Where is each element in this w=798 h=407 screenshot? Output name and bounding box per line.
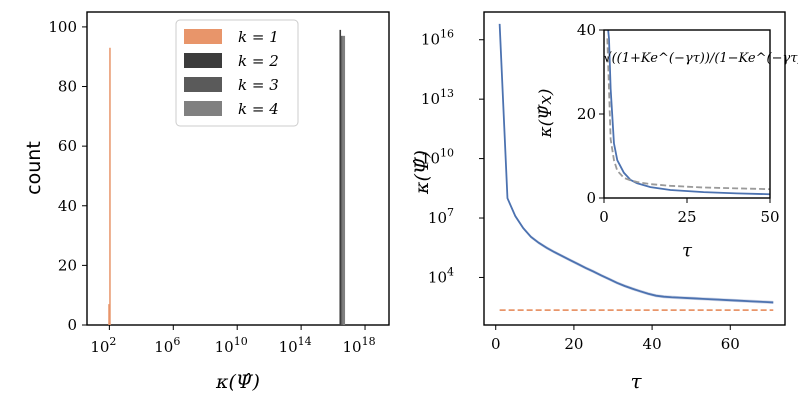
main-y-tick-label-2: 1010 bbox=[421, 147, 454, 168]
hist-bar-k1-0 bbox=[108, 304, 110, 325]
hist-x-tick-label-2: 1010 bbox=[215, 335, 248, 356]
hist-x-tick-label-1-base: 10 bbox=[154, 338, 173, 356]
hist-x-tick-label-4-exp: 18 bbox=[362, 335, 376, 348]
hist-x-tick-label-0-exp: 2 bbox=[109, 335, 116, 348]
main-y-tick-label-3-base: 10 bbox=[421, 90, 440, 108]
legend-label-k2: k = 2 bbox=[238, 52, 279, 70]
main-y-tick-label-4-exp: 16 bbox=[440, 28, 454, 41]
hist-y-tick-label-3: 60 bbox=[58, 137, 77, 155]
legend-box bbox=[175, 19, 299, 127]
hist-x-tick-label-3: 1014 bbox=[279, 335, 312, 356]
main-y-tick-label-4: 1016 bbox=[421, 28, 454, 49]
hist-x-tick-label-0-base: 10 bbox=[90, 338, 109, 356]
legend-swatch-k1 bbox=[184, 29, 222, 44]
inset-x-axis-label: τ bbox=[682, 240, 693, 261]
hist-y-tick-label-2: 40 bbox=[58, 197, 77, 215]
inset-background bbox=[604, 30, 770, 198]
histogram-frame bbox=[86, 11, 390, 326]
condition-number-frame bbox=[483, 11, 786, 326]
inset-y-ticks: 0 20 40 bbox=[577, 21, 604, 207]
condition-number-x-axis-label: τ bbox=[630, 369, 642, 393]
condition-number-y-axis-label: κ(Ψ̂) bbox=[411, 150, 433, 195]
inset-x-tick-label-1: 25 bbox=[677, 208, 696, 226]
histogram-legend: k = 1 k = 2 k = 3 k = 4 bbox=[175, 19, 299, 127]
inset-plot bbox=[606, 30, 770, 196]
main-x-tick-label-1: 20 bbox=[564, 335, 583, 353]
hist-x-tick-label-4: 1018 bbox=[342, 335, 375, 356]
legend-swatch-k3 bbox=[184, 77, 222, 92]
main-y-tick-label-1: 107 bbox=[428, 206, 454, 227]
inset-y-tick-label-0: 0 bbox=[586, 189, 596, 207]
histogram-x-axis-label: κ(Ψ̂) bbox=[215, 371, 260, 393]
inset-x-tick-label-2: 50 bbox=[760, 208, 779, 226]
inset-y-axis-label: κ(Ψ̂x) bbox=[536, 89, 556, 139]
hist-x-tick-label-4-base: 10 bbox=[342, 338, 361, 356]
main-y-tick-label-0-base: 10 bbox=[428, 268, 447, 286]
main-y-tick-label-2-base: 10 bbox=[421, 150, 440, 168]
hist-y-tick-label-5: 100 bbox=[48, 18, 77, 36]
hist-x-tick-label-2-base: 10 bbox=[215, 338, 234, 356]
main-y-tick-label-3: 1013 bbox=[421, 87, 454, 108]
main-y-tick-label-1-base: 10 bbox=[428, 209, 447, 227]
legend-label-k3: k = 3 bbox=[238, 76, 279, 94]
hist-y-tick-label-4: 80 bbox=[58, 78, 77, 96]
hist-x-tick-label-2-exp: 10 bbox=[234, 335, 248, 348]
hist-x-tick-label-1: 106 bbox=[154, 335, 180, 356]
hist-bar-k2-0 bbox=[339, 29, 342, 326]
main-x-tick-label-0: 0 bbox=[491, 335, 501, 353]
hist-bar-k4-0 bbox=[342, 35, 346, 325]
inset-chart: 0 25 50 0 20 40 τ κ(Ψ̂x) √((1+Ke^(−γτ))/(1−K… bbox=[536, 21, 798, 261]
legend-label-k1: k = 1 bbox=[238, 28, 279, 46]
inset-series-1 bbox=[606, 38, 770, 191]
inset-y-tick-label-2: 40 bbox=[577, 21, 596, 39]
hist-x-tick-label-3-base: 10 bbox=[279, 338, 298, 356]
main-y-tick-label-4-base: 10 bbox=[421, 31, 440, 49]
hist-x-tick-label-1-exp: 6 bbox=[173, 335, 180, 348]
hist-y-tick-label-0: 0 bbox=[67, 316, 77, 334]
hist-x-tick-label-0: 102 bbox=[90, 335, 116, 356]
main-series-0 bbox=[498, 23, 774, 304]
main-y-tick-label-0-exp: 4 bbox=[447, 265, 454, 278]
condition-number-plot bbox=[498, 22, 774, 312]
hist-bar-k1-1 bbox=[109, 47, 111, 326]
hist-bar-k3-0 bbox=[341, 35, 343, 325]
histogram-y-axis-label: count bbox=[23, 141, 45, 195]
legend-swatch-k4 bbox=[184, 101, 222, 116]
main-y-tick-label-1-exp: 7 bbox=[447, 206, 454, 219]
inset-x-tick-label-0: 0 bbox=[599, 208, 609, 226]
legend-label-k4: k = 4 bbox=[238, 100, 279, 118]
histogram-x-ticks: 102 106 1010 1014 1018 bbox=[90, 325, 376, 356]
main-y-tick-label-0: 104 bbox=[428, 265, 454, 286]
histogram-y-ticks: 0 20 40 60 80 100 bbox=[48, 18, 87, 334]
inset-x-ticks: 0 25 50 bbox=[599, 198, 780, 226]
histogram-bars bbox=[108, 29, 346, 326]
legend-swatch-k2 bbox=[184, 53, 222, 68]
condition-number-x-ticks: 0 20 40 60 bbox=[491, 325, 740, 353]
inset-formula-annotation: √((1+Ke^(−γτ))/(1−Ke^(−γτ))) bbox=[603, 51, 798, 66]
main-x-tick-label-3: 60 bbox=[721, 335, 740, 353]
hist-x-tick-label-3-exp: 14 bbox=[298, 335, 312, 348]
hist-y-tick-label-1: 20 bbox=[58, 256, 77, 274]
inset-y-tick-label-1: 20 bbox=[577, 105, 596, 123]
main-y-tick-label-3-exp: 13 bbox=[440, 87, 454, 100]
main-x-tick-label-2: 40 bbox=[643, 335, 662, 353]
main-y-tick-label-2-exp: 10 bbox=[440, 147, 454, 160]
